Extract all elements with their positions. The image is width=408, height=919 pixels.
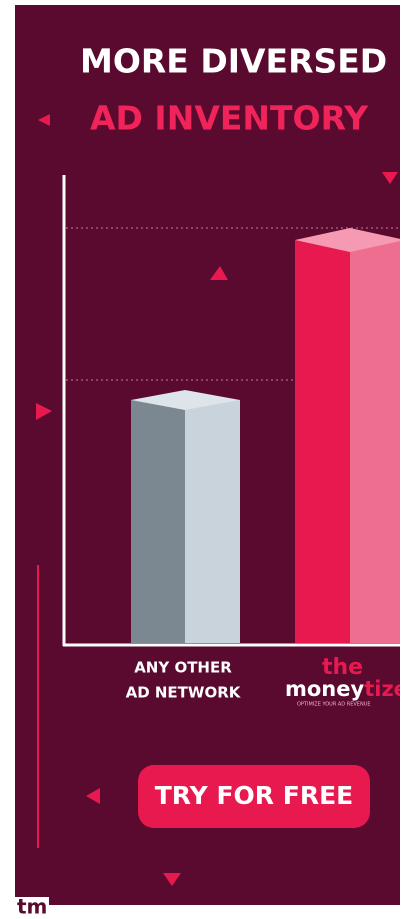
decor	[163, 873, 181, 886]
bar-label: ANY OTHER	[134, 659, 232, 677]
bar-side	[350, 240, 400, 643]
logo-tagline: OPTIMIZE YOUR AD REVENUE	[297, 702, 371, 708]
badge-bg	[15, 897, 49, 919]
bar-front	[131, 400, 185, 643]
decor	[382, 172, 398, 184]
cta-button[interactable]	[138, 765, 370, 828]
decor	[38, 114, 50, 126]
decor	[36, 403, 52, 420]
logo: moneytize	[285, 677, 408, 701]
bar-label: AD NETWORK	[126, 684, 242, 702]
bar-side	[185, 400, 240, 643]
decor	[210, 266, 228, 280]
title: MORE DIVERSED	[80, 42, 387, 81]
title: AD INVENTORY	[90, 99, 369, 138]
banner: MORE DIVERSED AD INVENTORY ANY OTHER AD …	[15, 5, 408, 905]
bar-front	[295, 240, 350, 643]
bar-top	[295, 228, 400, 252]
badge: tm	[17, 895, 47, 919]
decor	[86, 788, 100, 804]
bar-top	[131, 390, 240, 410]
logo-accent: tize	[364, 677, 408, 701]
logo-main: money	[285, 677, 365, 701]
logo-top: the	[322, 655, 363, 680]
cta-label[interactable]: TRY FOR FREE	[155, 781, 354, 810]
